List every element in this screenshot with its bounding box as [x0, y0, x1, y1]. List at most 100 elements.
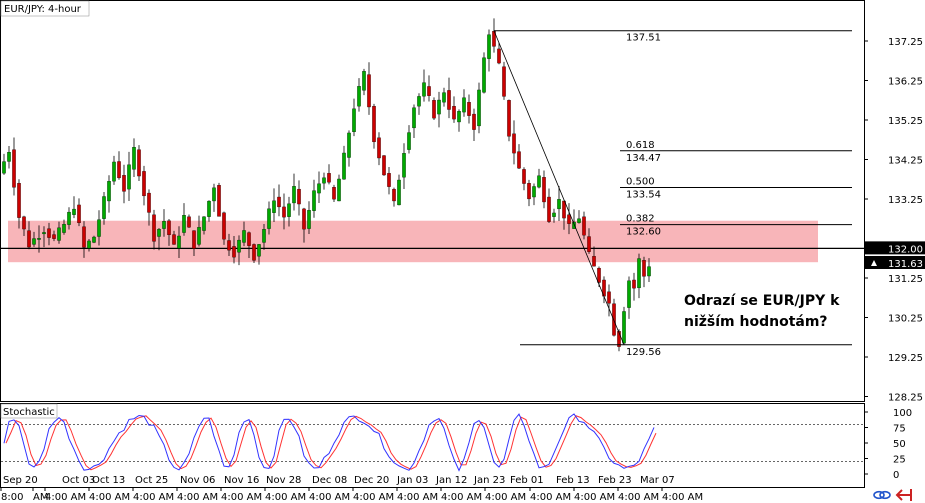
candle [647, 258, 651, 282]
candle [407, 125, 411, 154]
candle [367, 62, 371, 115]
candle [27, 221, 31, 250]
candle [497, 42, 501, 65]
candle [522, 167, 526, 191]
candle [447, 77, 451, 119]
candle [292, 173, 296, 211]
candle [472, 108, 476, 142]
stoch-d-line [5, 415, 657, 471]
candle [122, 164, 126, 204]
candle [417, 93, 421, 115]
candle [112, 155, 116, 185]
candle [277, 184, 281, 217]
candle [542, 170, 546, 209]
candle [192, 230, 196, 256]
fib-ratio-label: 0.618 [626, 140, 655, 151]
candle [142, 165, 146, 206]
stochastic-pane[interactable] [0, 403, 865, 488]
price-axis-label: 136.25 [888, 77, 923, 88]
price-axis-label: 135.25 [888, 116, 923, 127]
candle [17, 179, 21, 229]
candle [87, 239, 91, 252]
time-axis-label: 4:00 AM [353, 492, 394, 503]
candle [82, 221, 86, 258]
fib-trendline[interactable] [493, 30, 625, 345]
candle [392, 187, 396, 207]
candle [347, 130, 351, 167]
candle [427, 75, 431, 102]
annotation-line-1: Odrazí se EUR/JPY k [684, 293, 840, 309]
candle [442, 87, 446, 107]
link-icon[interactable] [873, 490, 891, 500]
candle [622, 306, 626, 345]
time-axis-label: AM [33, 492, 48, 503]
time-axis-label: 4:00 AM [662, 492, 703, 503]
fib-ratio-label: 0.382 [626, 214, 655, 225]
candle [562, 200, 566, 230]
arrow-icon[interactable] [895, 489, 912, 501]
candle [107, 175, 111, 213]
candle [207, 200, 211, 222]
candle [457, 109, 461, 132]
candle [537, 168, 541, 189]
candle [587, 228, 591, 254]
candle [477, 82, 481, 134]
candle [382, 155, 386, 176]
stoch-axis-label: 75 [893, 424, 906, 435]
candle [117, 151, 121, 180]
candle [402, 143, 406, 190]
candle [187, 214, 191, 228]
time-axis-label: 4:00 AM [441, 492, 482, 503]
candle [502, 61, 506, 100]
candle [547, 188, 551, 224]
candle [577, 210, 581, 224]
stoch-axis-label: 25 [893, 455, 906, 466]
candle [22, 215, 26, 236]
price-axis-label: 133.25 [888, 195, 923, 206]
time-axis-label: 4:00 AM [177, 492, 218, 503]
candle [552, 208, 556, 223]
candle [317, 171, 321, 204]
fib-ratio-label: 0.500 [626, 177, 655, 188]
candle [257, 243, 261, 265]
bid-price-label: 131.63 [888, 259, 923, 270]
date-axis-label: Jan 23 [473, 475, 505, 486]
time-axis-label: 4:00 AM [89, 492, 130, 503]
time-axis-label: 4:00 AM [530, 492, 571, 503]
date-axis-label: Mar 07 [640, 475, 675, 486]
candle [52, 230, 56, 242]
resistance-zone [8, 220, 818, 263]
candle [377, 132, 381, 166]
date-axis-label: Nov 06 [180, 475, 215, 486]
candle [512, 120, 516, 165]
candle [467, 94, 471, 124]
date-axis-label: Oct 13 [92, 475, 125, 486]
date-axis-label: Oct 25 [135, 475, 168, 486]
candle [337, 174, 341, 202]
candle [42, 226, 46, 248]
candle [232, 235, 236, 264]
candle [217, 182, 221, 217]
candle [632, 272, 636, 301]
price-axis-label: 137.25 [888, 37, 923, 48]
bid-price-tag [865, 255, 925, 269]
candle [77, 198, 81, 227]
candle [177, 226, 181, 259]
candle [567, 203, 571, 235]
time-axis-label: 4:00 AM [133, 492, 174, 503]
price-pane[interactable] [0, 0, 865, 402]
date-axis-label: Nov 28 [266, 475, 301, 486]
stoch-axis-label: 100 [893, 408, 912, 419]
candle [302, 207, 306, 243]
candle [62, 219, 66, 235]
time-axis-label: 4:00 AM [265, 492, 306, 503]
candle [532, 183, 536, 206]
candle [332, 184, 336, 202]
date-axis-label: Feb 23 [598, 475, 632, 486]
candle [262, 224, 266, 250]
candle [127, 151, 131, 202]
candle [12, 137, 16, 196]
candle [247, 231, 251, 258]
current-price-tag [865, 241, 925, 255]
